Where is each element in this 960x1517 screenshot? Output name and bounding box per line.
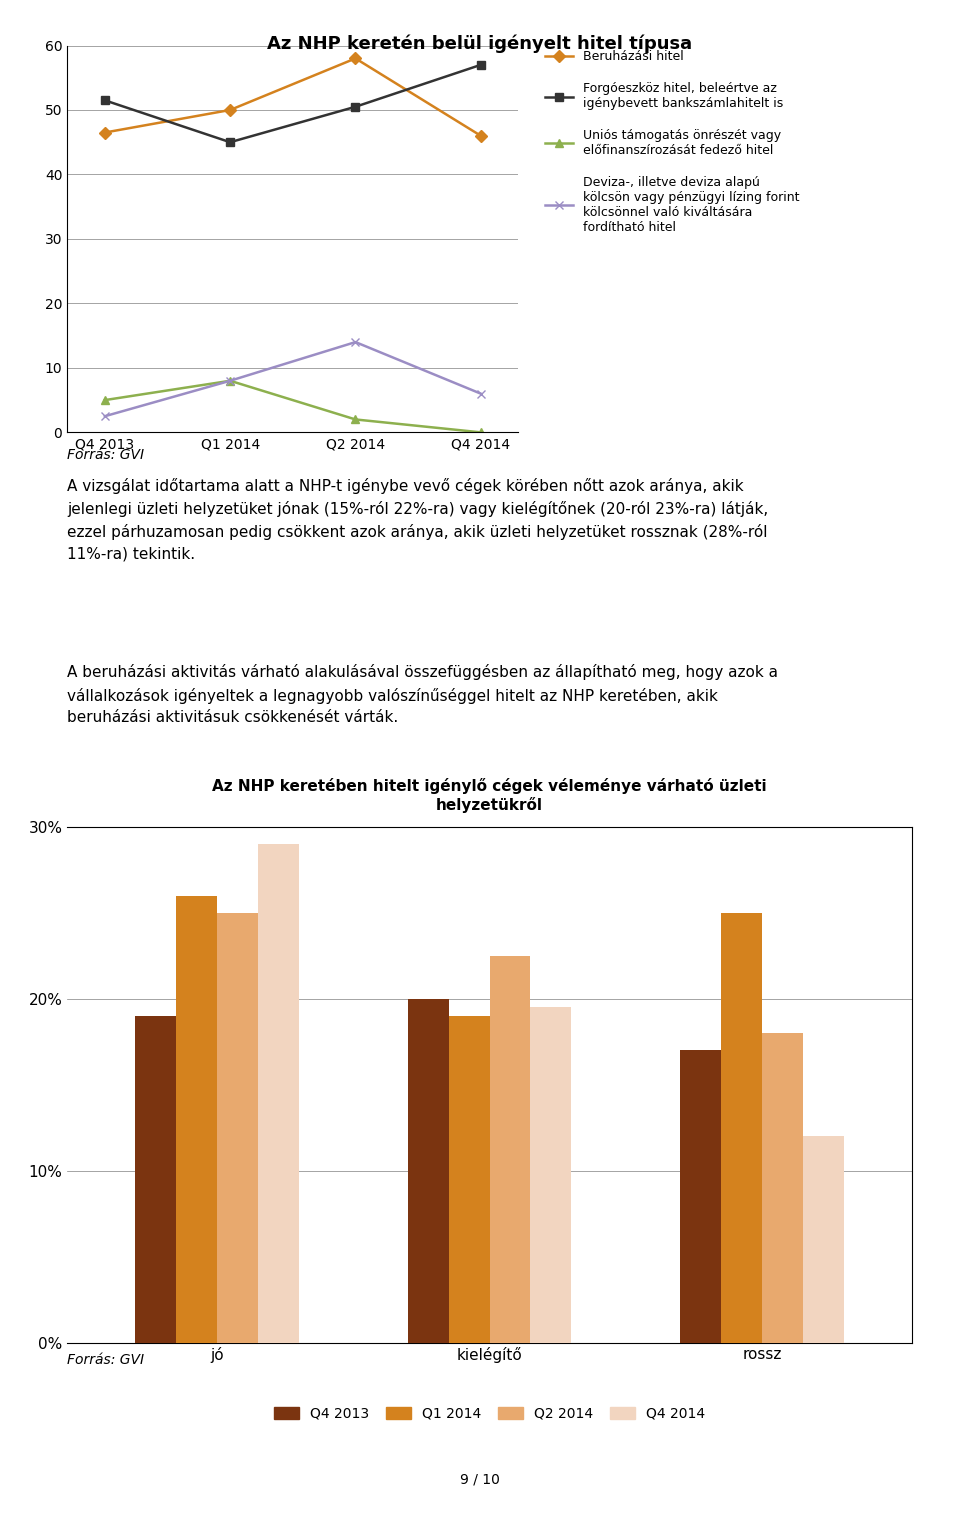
Bar	[721, 913, 762, 1343]
Text: Forrás: GVI: Forrás: GVI	[67, 448, 144, 461]
Deviza-, illetve deviza alapú
kölcsön vagy pénzügyi lízing forint
kölcsönnel való kiváltására
fordítható hitel	[349, 334, 361, 352]
Beruházási hitel	[225, 102, 236, 120]
Beruházási hitel	[475, 127, 487, 146]
Title: Az NHP keretében hitelt igénylő cégek véleménye várható üzleti
helyzetükről: Az NHP keretében hitelt igénylő cégek vé…	[212, 778, 767, 813]
Line: Beruházási hitel: Beruházási hitel	[101, 55, 485, 140]
Bar	[490, 956, 531, 1343]
Text: A vizsgálat időtartama alatt a NHP-t igénybe vevő cégek körében nőtt azok aránya: A vizsgálat időtartama alatt a NHP-t igé…	[67, 478, 768, 561]
Uniós támogatás önrészét vagy
előfinanszírozását fedező hitel	[99, 391, 110, 410]
Text: Forrás: GVI: Forrás: GVI	[67, 1353, 144, 1367]
Forgóeszköz hitel, beleértve az
igénybevett bankszámlahitelt is	[99, 91, 110, 109]
Bar	[135, 1016, 177, 1343]
Uniós támogatás önrészét vagy
előfinanszírozását fedező hitel	[225, 372, 236, 390]
Beruházási hitel	[99, 123, 110, 141]
Legend: Beruházási hitel, Forgóeszköz hitel, beleértve az
igénybevett bankszámlahitelt i: Beruházási hitel, Forgóeszköz hitel, bel…	[542, 49, 802, 237]
Bar	[803, 1136, 844, 1343]
Deviza-, illetve deviza alapú
kölcsön vagy pénzügyi lízing forint
kölcsönnel való kiváltására
fordítható hitel	[99, 407, 110, 425]
Bar	[258, 843, 299, 1343]
Bar	[531, 1007, 571, 1343]
Forgóeszköz hitel, beleértve az
igénybevett bankszámlahitelt is	[349, 97, 361, 115]
Forgóeszköz hitel, beleértve az
igénybevett bankszámlahitelt is	[475, 56, 487, 74]
Bar	[681, 1050, 721, 1343]
Line: Forgóeszköz hitel, beleértve az
igénybevett bankszámlahitelt is: Forgóeszköz hitel, beleértve az igénybev…	[101, 61, 485, 146]
Deviza-, illetve deviza alapú
kölcsön vagy pénzügyi lízing forint
kölcsönnel való kiváltására
fordítható hitel	[225, 372, 236, 390]
Bar	[762, 1033, 803, 1343]
Uniós támogatás önrészét vagy
előfinanszírozását fedező hitel	[349, 410, 361, 428]
Text: Az NHP keretén belül igényelt hitel típusa: Az NHP keretén belül igényelt hitel típu…	[268, 35, 692, 53]
Bar	[177, 895, 217, 1343]
Line: Uniós támogatás önrészét vagy
előfinanszírozását fedező hitel: Uniós támogatás önrészét vagy előfinansz…	[101, 376, 485, 437]
Forgóeszköz hitel, beleértve az
igénybevett bankszámlahitelt is	[225, 133, 236, 152]
Text: A beruházási aktivitás várható alakulásával összefüggésben az állapítható meg, h: A beruházási aktivitás várható alakulásá…	[67, 664, 779, 725]
Deviza-, illetve deviza alapú
kölcsön vagy pénzügyi lízing forint
kölcsönnel való kiváltására
fordítható hitel	[475, 385, 487, 404]
Bar	[448, 1016, 490, 1343]
Line: Deviza-, illetve deviza alapú
kölcsön vagy pénzügyi lízing forint
kölcsönnel való kiváltására
fordítható hitel: Deviza-, illetve deviza alapú kölcsön va…	[101, 338, 485, 420]
Bar	[408, 998, 448, 1343]
Text: 9 / 10: 9 / 10	[460, 1473, 500, 1487]
Legend: Q4 2013, Q1 2014, Q2 2014, Q4 2014: Q4 2013, Q1 2014, Q2 2014, Q4 2014	[269, 1402, 710, 1426]
Bar	[217, 913, 258, 1343]
Beruházási hitel	[349, 50, 361, 68]
Uniós támogatás önrészét vagy
előfinanszírozását fedező hitel	[475, 423, 487, 441]
